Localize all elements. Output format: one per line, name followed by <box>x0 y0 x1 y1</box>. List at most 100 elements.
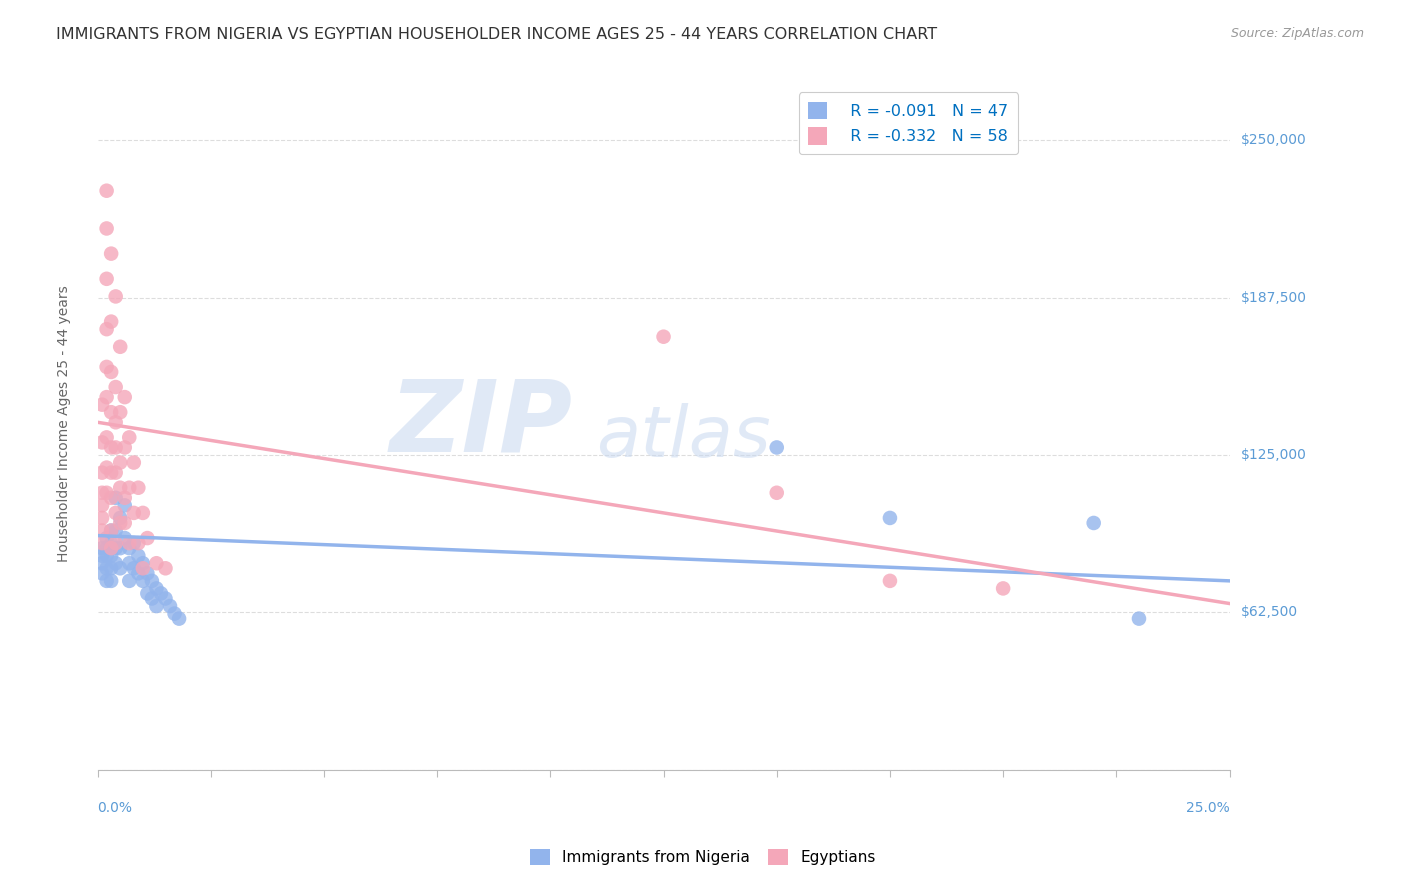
Point <box>108 541 131 556</box>
Point <box>104 541 127 556</box>
Point <box>91 556 114 570</box>
Point <box>104 380 127 394</box>
Point <box>122 561 145 575</box>
Point <box>765 485 787 500</box>
Point <box>104 524 127 538</box>
Point <box>96 485 118 500</box>
Point <box>100 549 122 563</box>
Point <box>118 536 141 550</box>
Legend:   R = -0.091   N = 47,   R = -0.332   N = 58: R = -0.091 N = 47, R = -0.332 N = 58 <box>799 93 1018 154</box>
Point <box>652 329 675 343</box>
Point <box>145 582 167 596</box>
Point <box>108 511 131 525</box>
Point <box>96 221 118 235</box>
Point <box>100 491 122 505</box>
Point <box>100 524 122 538</box>
Text: 25.0%: 25.0% <box>1185 801 1229 814</box>
Point <box>96 322 118 336</box>
Point <box>91 524 114 538</box>
Point <box>108 516 131 530</box>
Point <box>122 536 145 550</box>
Point <box>155 561 177 575</box>
Point <box>1083 516 1105 530</box>
Point <box>141 591 163 606</box>
Point <box>96 272 118 286</box>
Point <box>141 574 163 588</box>
Point <box>991 582 1014 596</box>
Text: $187,500: $187,500 <box>1240 291 1306 305</box>
Point <box>104 441 127 455</box>
Point <box>104 491 127 505</box>
Point <box>100 466 122 480</box>
Point <box>108 405 131 419</box>
Text: IMMIGRANTS FROM NIGERIA VS EGYPTIAN HOUSEHOLDER INCOME AGES 25 - 44 YEARS CORREL: IMMIGRANTS FROM NIGERIA VS EGYPTIAN HOUS… <box>56 27 938 42</box>
Point <box>104 289 127 303</box>
Point <box>91 466 114 480</box>
Point <box>100 365 122 379</box>
Point <box>96 430 118 444</box>
Point <box>159 599 181 613</box>
Point <box>96 460 118 475</box>
Point <box>100 574 122 588</box>
Point <box>118 556 141 570</box>
Point <box>127 549 149 563</box>
Point <box>104 415 127 429</box>
Point <box>100 405 122 419</box>
Text: $125,000: $125,000 <box>1240 448 1306 462</box>
Point <box>114 390 136 404</box>
Point <box>100 246 122 260</box>
Point <box>114 499 136 513</box>
Point <box>163 607 186 621</box>
Point <box>122 456 145 470</box>
Point <box>118 574 141 588</box>
Point <box>100 524 122 538</box>
Point <box>127 536 149 550</box>
Text: Source: ZipAtlas.com: Source: ZipAtlas.com <box>1230 27 1364 40</box>
Point <box>145 556 167 570</box>
Point <box>132 506 155 520</box>
Text: ZIP: ZIP <box>389 375 574 472</box>
Point <box>91 485 114 500</box>
Point <box>118 430 141 444</box>
Point <box>155 591 177 606</box>
Point <box>114 441 136 455</box>
Point <box>104 556 127 570</box>
Point <box>108 481 131 495</box>
Point <box>104 466 127 480</box>
Point <box>96 561 118 575</box>
Point <box>96 574 118 588</box>
Point <box>100 441 122 455</box>
Point <box>136 586 159 600</box>
Point <box>91 536 114 550</box>
Legend: Immigrants from Nigeria, Egyptians: Immigrants from Nigeria, Egyptians <box>524 843 882 871</box>
Point <box>96 390 118 404</box>
Point <box>91 499 114 513</box>
Point <box>765 441 787 455</box>
Point <box>91 511 114 525</box>
Y-axis label: Householder Income Ages 25 - 44 years: Householder Income Ages 25 - 44 years <box>58 285 72 562</box>
Point <box>118 481 141 495</box>
Point <box>136 566 159 581</box>
Point <box>114 531 136 545</box>
Point <box>104 536 127 550</box>
Point <box>100 541 122 556</box>
Point <box>132 561 155 575</box>
Point <box>114 516 136 530</box>
Point <box>879 511 901 525</box>
Text: $250,000: $250,000 <box>1240 134 1306 147</box>
Point <box>96 549 118 563</box>
Point <box>132 574 155 588</box>
Point <box>100 536 122 550</box>
Point <box>127 566 149 581</box>
Point <box>114 491 136 505</box>
Point <box>136 531 159 545</box>
Point <box>91 549 114 563</box>
Point <box>91 541 114 556</box>
Point <box>149 586 172 600</box>
Point <box>108 340 131 354</box>
Point <box>91 398 114 412</box>
Point <box>96 184 118 198</box>
Point <box>91 435 114 450</box>
Point <box>118 541 141 556</box>
Point <box>100 561 122 575</box>
